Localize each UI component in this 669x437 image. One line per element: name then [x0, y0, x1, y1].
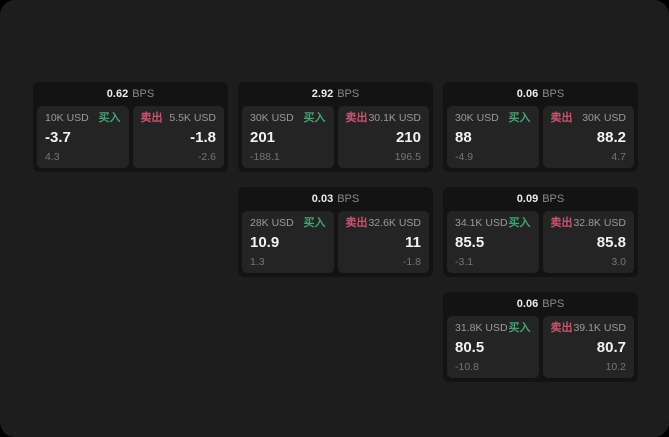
bps-value: 0.06: [516, 298, 539, 310]
buy-size: 28K USD: [250, 217, 294, 230]
buy-size: 34.1K USD: [455, 217, 508, 230]
sell-sub-value: 3.0: [611, 255, 626, 268]
buy-price: -3.7: [45, 129, 71, 147]
bps-header: 0.06 BPS: [447, 82, 634, 106]
buy-sub-value: 4.3: [45, 150, 60, 163]
bps-unit: BPS: [132, 88, 155, 100]
sell-label: 卖出: [550, 217, 573, 229]
bps-unit: BPS: [542, 193, 565, 205]
sell-label: 卖出: [550, 112, 573, 124]
buy-sub-value: -3.1: [455, 255, 474, 268]
bps-header: 2.92 BPS: [242, 82, 429, 106]
quote-card: 0.09 BPS 34.1K USD 买入 85.5 -3.1 卖出 32.8K…: [443, 187, 638, 277]
sell-size: 30K USD: [582, 112, 626, 125]
sell-sub-value: 10.2: [605, 360, 626, 373]
sell-label: 卖出: [345, 112, 368, 124]
buy-size: 30K USD: [455, 112, 499, 125]
sell-size: 30.1K USD: [368, 112, 421, 125]
bps-unit: BPS: [542, 88, 565, 100]
bps-header: 0.62 BPS: [37, 82, 224, 106]
sell-panel[interactable]: 卖出 32.6K USD 11 -1.8: [337, 211, 429, 273]
quote-card: 0.62 BPS 10K USD 买入 -3.7 4.3 卖出 5.5K USD: [33, 82, 228, 172]
sell-size: 39.1K USD: [573, 322, 626, 335]
sell-price: -1.8: [190, 129, 216, 147]
sell-price: 11: [405, 234, 421, 252]
bps-unit: BPS: [337, 88, 360, 100]
buy-size: 30K USD: [250, 112, 294, 125]
sell-size: 32.8K USD: [573, 217, 626, 230]
buy-price: 88: [455, 129, 472, 147]
sell-sub-value: -2.6: [197, 150, 216, 163]
buy-panel[interactable]: 10K USD 买入 -3.7 4.3: [37, 106, 129, 168]
buy-label: 买入: [303, 217, 326, 229]
buy-label: 买入: [303, 112, 326, 124]
sell-price: 80.7: [596, 339, 626, 357]
sell-panel[interactable]: 卖出 30.1K USD 210 196.5: [337, 106, 429, 168]
bps-unit: BPS: [337, 193, 360, 205]
buy-panel[interactable]: 30K USD 买入 201 -188.1: [242, 106, 334, 168]
bps-value: 0.06: [516, 88, 539, 100]
sell-label: 卖出: [550, 322, 573, 334]
sell-sub-value: 4.7: [611, 150, 626, 163]
quote-card: 0.06 BPS 31.8K USD 买入 80.5 -10.8 卖出 39.1…: [443, 292, 638, 382]
buy-size: 31.8K USD: [455, 322, 508, 335]
buy-panel[interactable]: 34.1K USD 买入 85.5 -3.1: [447, 211, 539, 273]
sell-panel[interactable]: 卖出 39.1K USD 80.7 10.2: [542, 316, 634, 378]
quote-card: 2.92 BPS 30K USD 买入 201 -188.1 卖出 30.1K …: [238, 82, 433, 172]
sell-price: 210: [395, 129, 421, 147]
sell-price: 85.8: [596, 234, 626, 252]
bps-value: 0.62: [106, 88, 129, 100]
bps-value: 2.92: [311, 88, 334, 100]
bps-value: 0.09: [516, 193, 539, 205]
buy-panel[interactable]: 31.8K USD 买入 80.5 -10.8: [447, 316, 539, 378]
bps-header: 0.09 BPS: [447, 187, 634, 211]
sell-panel[interactable]: 卖出 30K USD 88.2 4.7: [542, 106, 634, 168]
buy-label: 买入: [508, 217, 531, 229]
buy-sub-value: 1.3: [250, 255, 265, 268]
buy-sub-value: -188.1: [250, 150, 280, 163]
quote-grid: 0.62 BPS 10K USD 买入 -3.7 4.3 卖出 5.5K USD: [33, 82, 638, 382]
buy-sub-value: -10.8: [455, 360, 479, 373]
buy-price: 201: [250, 129, 276, 147]
sell-label: 卖出: [140, 112, 163, 124]
buy-sub-value: -4.9: [455, 150, 474, 163]
buy-label: 买入: [98, 112, 121, 124]
buy-panel[interactable]: 28K USD 买入 10.9 1.3: [242, 211, 334, 273]
sell-price: 88.2: [596, 129, 626, 147]
buy-size: 10K USD: [45, 112, 89, 125]
bps-unit: BPS: [542, 298, 565, 310]
sell-panel[interactable]: 卖出 5.5K USD -1.8 -2.6: [132, 106, 224, 168]
quote-card: 0.03 BPS 28K USD 买入 10.9 1.3 卖出 32.6K US…: [238, 187, 433, 277]
sell-size: 5.5K USD: [169, 112, 216, 125]
buy-price: 10.9: [250, 234, 280, 252]
bps-header: 0.03 BPS: [242, 187, 429, 211]
sell-size: 32.6K USD: [368, 217, 421, 230]
quote-card: 0.06 BPS 30K USD 买入 88 -4.9 卖出 30K USD: [443, 82, 638, 172]
buy-price: 85.5: [455, 234, 485, 252]
buy-label: 买入: [508, 112, 531, 124]
sell-sub-value: 196.5: [394, 150, 421, 163]
bps-header: 0.06 BPS: [447, 292, 634, 316]
buy-label: 买入: [508, 322, 531, 334]
buy-panel[interactable]: 30K USD 买入 88 -4.9: [447, 106, 539, 168]
sell-sub-value: -1.8: [402, 255, 421, 268]
sell-panel[interactable]: 卖出 32.8K USD 85.8 3.0: [542, 211, 634, 273]
bps-value: 0.03: [311, 193, 334, 205]
buy-price: 80.5: [455, 339, 485, 357]
sell-label: 卖出: [345, 217, 368, 229]
